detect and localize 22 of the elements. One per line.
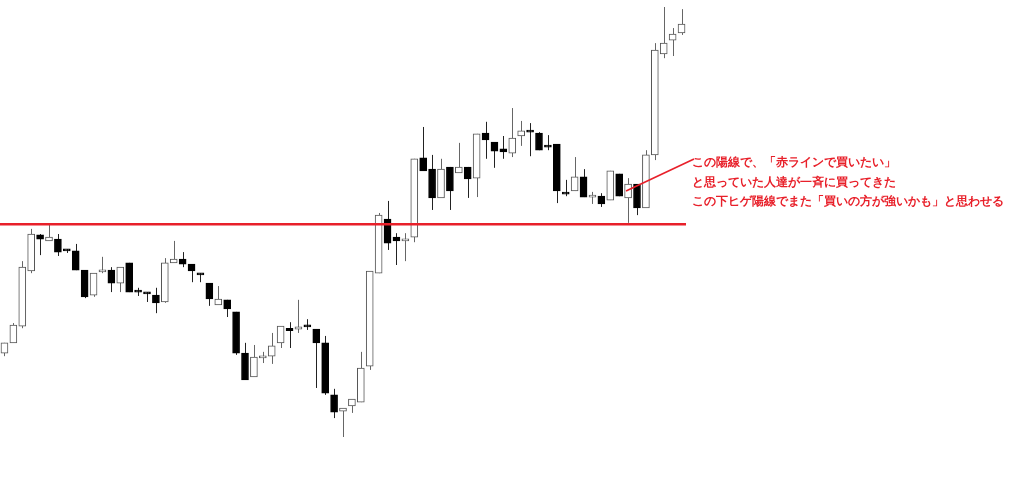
candlestick bbox=[54, 233, 62, 257]
candlestick bbox=[71, 243, 80, 271]
candlestick bbox=[152, 287, 160, 314]
candlestick bbox=[36, 233, 44, 256]
candlestick bbox=[633, 183, 641, 216]
text: この陽線で、「赤ラインで買いたい」 bbox=[692, 154, 897, 171]
text: この下ヒゲ陽線でまた「買いの方が強いかも」と思わせる bbox=[692, 193, 1004, 210]
candlestick bbox=[116, 266, 125, 293]
candlestick bbox=[659, 6, 668, 59]
candlestick bbox=[330, 388, 338, 419]
candlestick bbox=[250, 344, 258, 378]
candlestick bbox=[339, 407, 347, 438]
text: と思っていた人達が一斉に買ってきた bbox=[692, 173, 897, 191]
candlestick bbox=[312, 328, 321, 389]
candlestick bbox=[624, 177, 632, 224]
candlestick bbox=[446, 166, 454, 211]
candlestick bbox=[419, 126, 428, 172]
candlestick bbox=[214, 285, 223, 306]
candlestick bbox=[267, 332, 276, 365]
candlestick bbox=[454, 142, 463, 174]
candlestick bbox=[508, 107, 517, 158]
candlestick bbox=[463, 166, 472, 199]
